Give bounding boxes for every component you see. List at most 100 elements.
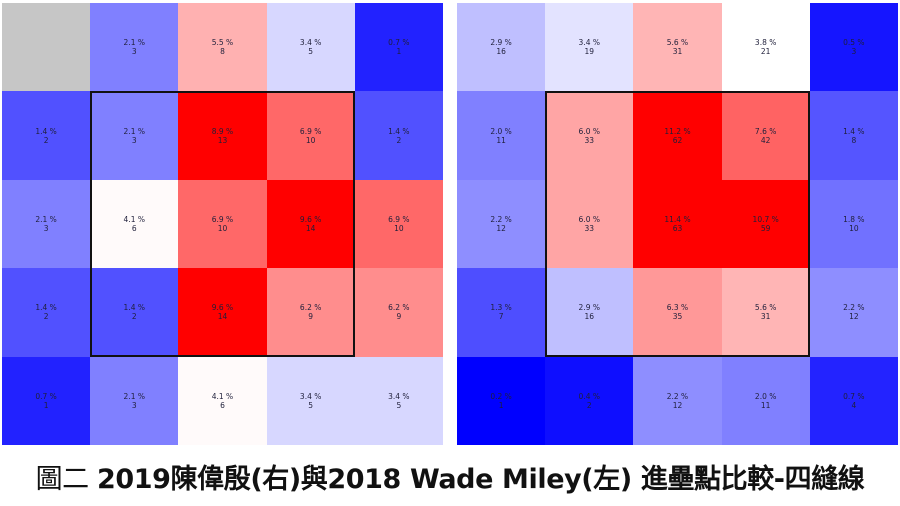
cell-count: 3: [131, 47, 137, 57]
cell-percent: 2.1 %: [123, 38, 145, 48]
cell-percent: 0.7 %: [843, 391, 865, 401]
cell-count: 33: [584, 135, 595, 145]
cell-percent: 0.2 %: [490, 391, 512, 401]
heatmap-cell: 2.9 % 16: [457, 3, 546, 92]
cell-count: 62: [672, 135, 683, 145]
cell-count: 3: [131, 135, 137, 145]
cell-count: 3: [851, 47, 857, 57]
heatmap-cell: 0.4 % 2: [545, 356, 634, 445]
cell-percent: 6.0 %: [578, 126, 600, 136]
heatmap-cell: 2.9 % 16: [545, 268, 634, 357]
heatmap-cell: 4.1 % 6: [178, 356, 267, 445]
heatmap-cell: 6.9 % 10: [266, 91, 355, 180]
cell-percent: 0.4 %: [578, 391, 600, 401]
cell-percent: 3.4 %: [299, 38, 322, 48]
cell-count: 16: [584, 312, 595, 322]
heatmap-cell: 2.2 % 12: [633, 356, 722, 445]
cell-count: 9: [308, 312, 314, 322]
heatmap-cell: 7.6 % 42: [721, 91, 810, 180]
heatmap-cell: 2.1 % 3: [90, 3, 179, 92]
heatmap-cell: 3.4 % 5: [266, 3, 355, 92]
cell-percent: 1.4 %: [35, 303, 57, 313]
cell-percent: 9.6 %: [299, 214, 322, 224]
cell-percent: 2.0 %: [754, 391, 777, 401]
heatmap-cell: 1.3 % 7: [457, 268, 546, 357]
cell-percent: 2.2 %: [490, 214, 512, 224]
heatmap-cell: 5.5 % 8: [178, 3, 267, 92]
cell-percent: 2.1 %: [123, 391, 145, 401]
heatmap-cell: 6.3 % 35: [633, 268, 722, 357]
cell-count: 2: [586, 400, 592, 410]
heatmap-right: 2.9 % 16 3.4 % 19 5.6 % 31 3.8 % 21 0.5 % 3 2.0 % 1…: [457, 3, 898, 445]
heatmap-cell: 6.9 % 10: [178, 179, 267, 269]
cell-percent: 6.0 %: [578, 214, 600, 224]
cell-percent: 6.9 %: [211, 214, 234, 224]
heatmap-cell: 4.1 % 6: [90, 179, 179, 269]
heatmap-cell: 6.0 % 33: [545, 91, 634, 180]
cell-count: 3: [43, 223, 49, 233]
cell-count: 10: [217, 223, 228, 233]
cell-count: 21: [760, 47, 771, 57]
heatmap-cell: 6.2 % 9: [266, 268, 355, 357]
cell-count: 4: [851, 400, 857, 410]
cell-count: 31: [760, 312, 771, 322]
cell-count: 11: [496, 135, 506, 145]
heatmap-cell: 3.4 % 5: [354, 356, 443, 445]
caption-prefix: 圖二: [35, 464, 97, 495]
cell-percent: 11.4 %: [664, 214, 691, 224]
cell-count: 13: [217, 135, 228, 145]
cell-count: 1: [396, 47, 402, 57]
cell-percent: 0.5 %: [843, 38, 865, 48]
heatmap-cell: 2.0 % 11: [457, 91, 546, 180]
heatmap-cell: 6.9 % 10: [354, 179, 443, 269]
heatmap-cell: 0.5 % 3: [809, 3, 898, 92]
cell-count: 5: [396, 400, 402, 410]
cell-count: 2: [131, 312, 137, 322]
cell-percent: 1.8 %: [843, 214, 865, 224]
cell-count: 6: [220, 400, 225, 410]
cell-percent: 4.1 %: [211, 391, 234, 401]
heatmap-cell: 9.6 % 14: [178, 268, 267, 357]
cell-percent: 2.1 %: [123, 126, 145, 136]
cell-percent: 10.7 %: [752, 214, 779, 224]
cell-percent: 5.5 %: [211, 38, 234, 48]
cell-percent: 6.2 %: [388, 303, 410, 313]
cell-percent: 11.2 %: [664, 126, 691, 136]
cell-count: 10: [305, 135, 316, 145]
cell-count: 5: [308, 400, 314, 410]
heatmap-cell: 0.7 % 1: [2, 356, 91, 445]
cell-count: 59: [760, 223, 771, 233]
cell-count: 8: [851, 135, 857, 145]
cell-percent: 8.9 %: [211, 126, 234, 136]
heatmap-cell: 0.2 % 1: [457, 356, 546, 445]
cell-percent: 1.4 %: [388, 126, 410, 136]
cell-percent: 1.3 %: [490, 303, 512, 313]
cell-percent: 2.2 %: [843, 303, 865, 313]
cell-percent: 6.9 %: [299, 126, 322, 136]
cell-percent: 6.3 %: [666, 303, 689, 313]
cell-count: 14: [217, 312, 228, 322]
heatmap-cell: 11.2 % 62: [633, 91, 722, 180]
cell-percent: 5.6 %: [666, 38, 689, 48]
cell-count: 8: [220, 47, 225, 57]
heatmap-cell: 2.1 % 3: [90, 91, 179, 180]
heatmap-cell: 6.2 % 9: [354, 268, 443, 357]
cell-count: 19: [584, 47, 595, 57]
heatmap-cell: 1.8 % 10: [809, 179, 898, 269]
caption-main: 2019陳偉殷(右)與2018 Wade Miley(左) 進壘點比較-四縫線: [96, 464, 865, 495]
heatmap-cell: 3.4 % 19: [545, 3, 634, 92]
heatmap-left: 2.1 % 3 5.5 % 8 3.4 % 5 0.7 % 1 1.4 % 2 2.1 % 3 8.9 …: [2, 3, 443, 445]
heatmap-cell: 1.4 % 2: [90, 268, 179, 357]
heatmap-cell: 2.1 % 3: [2, 179, 91, 269]
cell-percent: 1.4 %: [843, 126, 865, 136]
cell-percent: 7.6 %: [754, 126, 777, 136]
cell-percent: 0.7 %: [388, 38, 410, 48]
cell-count: 10: [849, 223, 859, 233]
cell-percent: 4.1 %: [123, 214, 145, 224]
heatmap-cell: 2.1 % 3: [90, 356, 179, 445]
cell-count: 6: [131, 223, 137, 233]
cell-percent: 2.9 %: [490, 38, 512, 48]
heatmap-cell: 5.6 % 31: [633, 3, 722, 92]
cell-count: 1: [498, 400, 504, 410]
figure-caption: 圖二 2019陳偉殷(右)與2018 Wade Miley(左) 進壘點比較-四…: [0, 458, 900, 502]
